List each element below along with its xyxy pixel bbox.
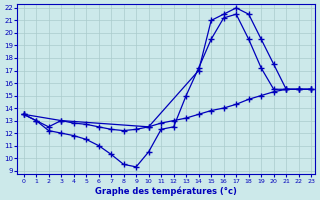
X-axis label: Graphe des températures (°c): Graphe des températures (°c) — [95, 186, 237, 196]
